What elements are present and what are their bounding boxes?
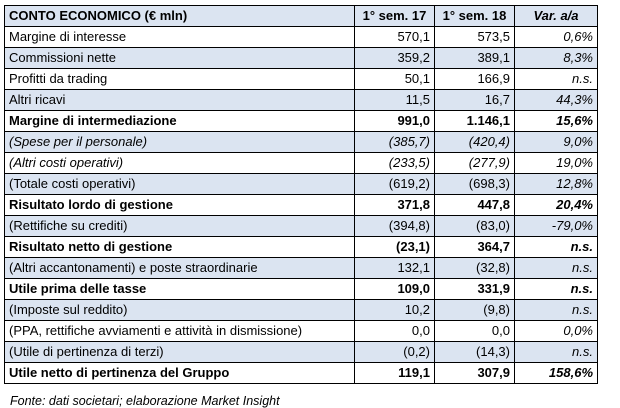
yoy-change: 44,3% [514, 89, 598, 111]
yoy-change: n.s. [514, 257, 598, 279]
yoy-change: 9,0% [514, 131, 598, 153]
value-h1-2017: 50,1 [354, 68, 435, 90]
row-label: Risultato lordo di gestione [4, 194, 355, 216]
yoy-change: 15,6% [514, 110, 598, 132]
row-label: (Totale costi operativi) [4, 173, 355, 195]
table-row: (Utile di pertinenza di terzi) (0,2) (14,3… [4, 341, 598, 363]
value-h1-2018: 16,7 [434, 89, 515, 111]
value-h1-2017: 371,8 [354, 194, 435, 216]
yoy-change: -79,0% [514, 215, 598, 237]
value-h1-2017: 11,5 [354, 89, 435, 111]
row-label: Risultato netto di gestione [4, 236, 355, 258]
yoy-change: 158,6% [514, 362, 598, 384]
value-h1-2017: (233,5) [354, 152, 435, 174]
table-row: (Totale costi operativi) (619,2) (698,3) 12… [4, 173, 598, 195]
table-row: (Altri costi operativi) (233,5) (277,9) 19,… [4, 152, 598, 174]
value-h1-2018: 389,1 [434, 47, 515, 69]
row-label: Profitti da trading [4, 68, 355, 90]
value-h1-2017: (23,1) [354, 236, 435, 258]
row-label: (Rettifiche su crediti) [4, 215, 355, 237]
table-row: (Spese per il personale) (385,7) (420,4) 9,… [4, 131, 598, 153]
value-h1-2017: 119,1 [354, 362, 435, 384]
table-row: Altri ricavi 11,5 16,7 44,3% [4, 89, 598, 111]
yoy-change: n.s. [514, 299, 598, 321]
table-row: Profitti da trading 50,1 166,9 n.s. [4, 68, 598, 90]
yoy-change: 19,0% [514, 152, 598, 174]
value-h1-2017: 10,2 [354, 299, 435, 321]
header-h1-2018: 1° sem. 18 [434, 5, 515, 27]
value-h1-2018: 0,0 [434, 320, 515, 342]
yoy-change: n.s. [514, 278, 598, 300]
header-label: CONTO ECONOMICO (€ mln) [4, 5, 355, 27]
income-statement-table: CONTO ECONOMICO (€ mln) 1° sem. 17 1° se… [4, 5, 598, 384]
yoy-change: 8,3% [514, 47, 598, 69]
row-label: Margine di intermediazione [4, 110, 355, 132]
header-h1-2017: 1° sem. 17 [354, 5, 435, 27]
value-h1-2018: (83,0) [434, 215, 515, 237]
yoy-change: n.s. [514, 236, 598, 258]
value-h1-2017: (385,7) [354, 131, 435, 153]
yoy-change: n.s. [514, 68, 598, 90]
source-note: Fonte: dati societari; elaborazione Mark… [10, 394, 280, 408]
value-h1-2018: (698,3) [434, 173, 515, 195]
yoy-change: n.s. [514, 341, 598, 363]
row-label: (Spese per il personale) [4, 131, 355, 153]
value-h1-2018: 307,9 [434, 362, 515, 384]
table-row: (PPA, rettifiche avviamenti e attività i… [4, 320, 598, 342]
value-h1-2017: 109,0 [354, 278, 435, 300]
value-h1-2017: 132,1 [354, 257, 435, 279]
yoy-change: 0,0% [514, 320, 598, 342]
yoy-change: 20,4% [514, 194, 598, 216]
row-label: Altri ricavi [4, 89, 355, 111]
table-row: Risultato lordo di gestione 371,8 447,8 20,… [4, 194, 598, 216]
value-h1-2017: (619,2) [354, 173, 435, 195]
row-label: Commissioni nette [4, 47, 355, 69]
row-label: Utile netto di pertinenza del Gruppo [4, 362, 355, 384]
value-h1-2018: 364,7 [434, 236, 515, 258]
row-label: (Imposte sul reddito) [4, 299, 355, 321]
value-h1-2017: 359,2 [354, 47, 435, 69]
value-h1-2017: 991,0 [354, 110, 435, 132]
value-h1-2017: (394,8) [354, 215, 435, 237]
table-row: Margine di intermediazione 991,0 1.146,1 15… [4, 110, 598, 132]
table-row: Utile netto di pertinenza del Gruppo 119,… [4, 362, 598, 384]
value-h1-2018: 331,9 [434, 278, 515, 300]
table-row: Utile prima delle tasse 109,0 331,9 n.s. [4, 278, 598, 300]
yoy-change: 12,8% [514, 173, 598, 195]
row-label: Utile prima delle tasse [4, 278, 355, 300]
row-label: Margine di interesse [4, 26, 355, 48]
value-h1-2018: (420,4) [434, 131, 515, 153]
header-yoy-change: Var. a/a [514, 5, 598, 27]
row-label: (Altri accantonamenti) e poste straordin… [4, 257, 355, 279]
value-h1-2018: 1.146,1 [434, 110, 515, 132]
table-row: (Rettifiche su crediti) (394,8) (83,0) -79,… [4, 215, 598, 237]
row-label: (Utile di pertinenza di terzi) [4, 341, 355, 363]
value-h1-2017: (0,2) [354, 341, 435, 363]
table-row: Margine di interesse 570,1 573,5 0,6% [4, 26, 598, 48]
value-h1-2018: (32,8) [434, 257, 515, 279]
value-h1-2018: 573,5 [434, 26, 515, 48]
yoy-change: 0,6% [514, 26, 598, 48]
row-label: (Altri costi operativi) [4, 152, 355, 174]
header-row: CONTO ECONOMICO (€ mln) 1° sem. 17 1° se… [4, 5, 598, 27]
value-h1-2017: 570,1 [354, 26, 435, 48]
value-h1-2018: 166,9 [434, 68, 515, 90]
table-row: (Imposte sul reddito) 10,2 (9,8) n.s. [4, 299, 598, 321]
income-statement: CONTO ECONOMICO (€ mln) 1° sem. 17 1° se… [4, 5, 598, 408]
value-h1-2017: 0,0 [354, 320, 435, 342]
table-row: Commissioni nette 359,2 389,1 8,3% [4, 47, 598, 69]
value-h1-2018: (277,9) [434, 152, 515, 174]
table-row: (Altri accantonamenti) e poste straordin… [4, 257, 598, 279]
row-label: (PPA, rettifiche avviamenti e attività i… [4, 320, 355, 342]
value-h1-2018: (9,8) [434, 299, 515, 321]
value-h1-2018: (14,3) [434, 341, 515, 363]
value-h1-2018: 447,8 [434, 194, 515, 216]
table-row: Risultato netto di gestione (23,1) 364,7 n.… [4, 236, 598, 258]
